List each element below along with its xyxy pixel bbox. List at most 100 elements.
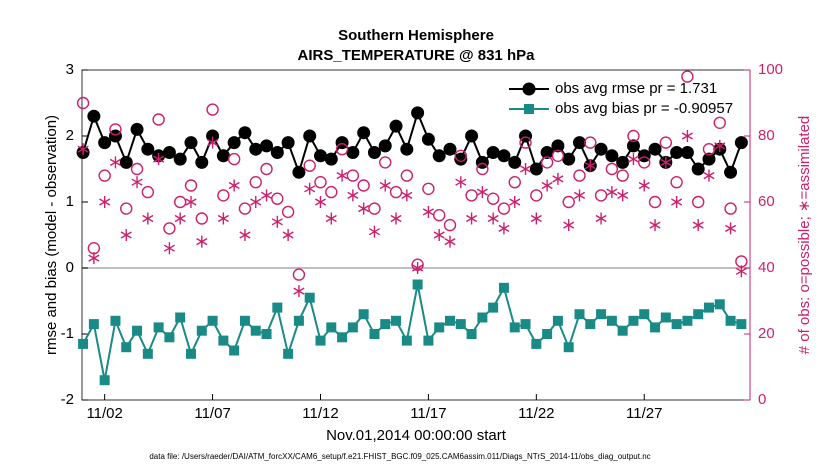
point xyxy=(466,212,478,225)
point xyxy=(443,218,457,232)
point xyxy=(76,96,90,110)
point xyxy=(616,169,629,182)
point xyxy=(98,169,111,182)
point xyxy=(378,139,392,153)
point xyxy=(173,152,187,166)
point xyxy=(293,315,304,326)
point xyxy=(628,315,639,326)
point xyxy=(325,185,338,199)
point xyxy=(207,315,218,326)
point xyxy=(379,179,391,192)
point xyxy=(670,175,683,189)
asterisk-stroke xyxy=(552,175,564,183)
point xyxy=(671,319,682,330)
point xyxy=(455,319,466,330)
point xyxy=(627,153,640,166)
point xyxy=(497,202,511,215)
point xyxy=(314,196,327,208)
point xyxy=(714,139,726,152)
point xyxy=(584,159,596,172)
point xyxy=(271,215,283,228)
point xyxy=(270,146,284,159)
point xyxy=(509,196,521,208)
point xyxy=(153,153,165,166)
point xyxy=(119,155,133,169)
y2-tick-label: 20 xyxy=(758,325,775,342)
point xyxy=(682,315,693,326)
asterisk-stroke xyxy=(153,155,165,163)
asterisk-stroke xyxy=(207,138,219,147)
point xyxy=(313,149,327,163)
point xyxy=(562,152,576,166)
point xyxy=(335,142,349,156)
asterisk-stroke xyxy=(77,145,89,153)
asterisk-stroke xyxy=(466,214,478,223)
series-line xyxy=(82,284,742,381)
point xyxy=(131,176,143,189)
asterisk-stroke xyxy=(271,218,283,226)
point xyxy=(292,268,306,281)
point xyxy=(486,146,500,159)
legend-label: obs avg bias pr = -0.90957 xyxy=(555,100,733,117)
point xyxy=(347,189,359,202)
point xyxy=(325,212,337,225)
asterisk-stroke xyxy=(573,191,586,200)
point xyxy=(292,165,306,179)
y2-tick-label: 40 xyxy=(758,259,775,276)
point xyxy=(303,129,317,143)
asterisk-stroke xyxy=(336,171,348,180)
asterisk-stroke xyxy=(595,214,607,223)
asterisk-stroke xyxy=(638,181,650,190)
point xyxy=(229,345,240,356)
x-tick-label: 11/27 xyxy=(626,405,662,422)
point xyxy=(109,123,122,136)
point xyxy=(476,162,489,176)
point xyxy=(324,152,338,166)
point xyxy=(314,175,327,189)
point xyxy=(626,139,640,153)
asterisk-stroke xyxy=(250,198,262,206)
point xyxy=(520,319,531,330)
point xyxy=(497,149,511,163)
point xyxy=(196,235,208,248)
asterisk-stroke xyxy=(681,132,693,140)
point xyxy=(389,185,403,199)
point xyxy=(735,265,747,278)
point xyxy=(120,202,133,215)
asterisk-stroke xyxy=(185,198,197,206)
asterisk-stroke xyxy=(541,181,553,190)
asterisk-stroke xyxy=(196,237,208,246)
point xyxy=(422,205,434,218)
asterisk-stroke xyxy=(563,221,575,229)
point xyxy=(88,252,100,265)
point xyxy=(400,169,414,182)
point xyxy=(671,196,683,208)
point xyxy=(185,196,197,208)
point xyxy=(260,162,273,176)
point xyxy=(238,126,252,140)
point xyxy=(99,375,110,386)
point xyxy=(680,146,694,159)
asterisk-stroke xyxy=(725,224,737,233)
point xyxy=(249,175,262,189)
point xyxy=(217,189,230,202)
point xyxy=(736,319,747,330)
point xyxy=(87,241,101,255)
point xyxy=(195,155,209,169)
point xyxy=(509,322,520,333)
point xyxy=(617,325,628,336)
point xyxy=(660,312,671,323)
point xyxy=(293,285,305,298)
point xyxy=(714,299,725,310)
point xyxy=(250,196,262,208)
point xyxy=(433,229,445,241)
point xyxy=(77,143,89,156)
point xyxy=(228,179,240,192)
point xyxy=(725,315,736,326)
asterisk-stroke xyxy=(509,198,521,206)
asterisk-stroke xyxy=(617,191,629,200)
point xyxy=(573,189,586,202)
point xyxy=(218,335,229,346)
point xyxy=(541,179,553,192)
asterisk-stroke xyxy=(476,188,488,196)
